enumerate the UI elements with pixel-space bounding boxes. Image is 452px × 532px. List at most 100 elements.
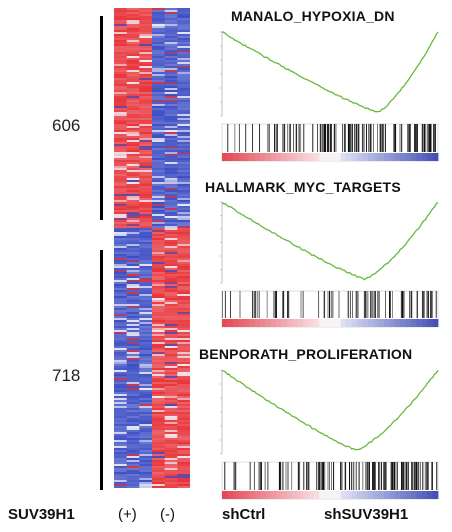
heatmap-cell xyxy=(177,476,190,478)
heatmap-cell xyxy=(126,348,140,350)
heatmap-cell xyxy=(164,208,178,210)
heatmap-cell xyxy=(114,342,127,344)
heatmap-cell xyxy=(164,470,178,472)
heatmap-cell xyxy=(114,446,127,448)
heatmap-cell xyxy=(139,152,153,154)
heatmap-cell xyxy=(152,238,165,240)
heatmap-cell xyxy=(164,100,178,102)
heatmap-cell xyxy=(164,222,178,224)
ranking-gradient-segment xyxy=(227,319,234,327)
ranking-gradient-segment xyxy=(324,319,331,327)
heatmap-cell xyxy=(177,272,190,274)
heatmap-cell xyxy=(177,238,190,240)
heatmap-cell xyxy=(126,342,140,344)
heatmap-cell xyxy=(139,284,153,286)
heatmap-cell xyxy=(152,38,165,40)
heatmap-cell xyxy=(152,400,165,402)
heatmap-cell xyxy=(114,64,127,66)
heatmap-cell xyxy=(126,296,140,298)
heatmap-cell xyxy=(152,334,165,336)
ranking-gradient-segment xyxy=(324,153,331,161)
heatmap-cell xyxy=(139,70,153,72)
heatmap-cell xyxy=(114,74,127,76)
heatmap-cell xyxy=(114,288,127,290)
enrichment-curve xyxy=(221,201,439,281)
heatmap-cell xyxy=(114,66,127,68)
ranking-gradient-segment xyxy=(421,319,428,327)
heatmap-cell xyxy=(177,306,190,308)
heatmap-cell xyxy=(139,178,153,180)
heatmap-cell xyxy=(139,428,153,430)
heatmap-cell xyxy=(152,56,165,58)
heatmap-cell xyxy=(126,264,140,266)
heatmap-cell xyxy=(164,220,178,222)
heatmap-cell xyxy=(152,414,165,416)
heatmap-cell xyxy=(177,244,190,246)
heatmap-cell xyxy=(126,114,140,116)
heatmap-cell xyxy=(164,122,178,124)
heatmap-cell xyxy=(177,386,190,388)
heatmap-cell xyxy=(164,32,178,34)
heatmap-cell xyxy=(114,418,127,420)
heatmap-cell xyxy=(152,154,165,156)
heatmap-cell xyxy=(177,128,190,130)
heatmap-cell xyxy=(177,188,190,190)
heatmap-cell xyxy=(126,482,140,484)
heatmap-cell xyxy=(164,236,178,238)
heatmap-cell xyxy=(177,78,190,80)
heatmap-cell xyxy=(164,482,178,484)
ranking-gradient-segment xyxy=(238,491,244,499)
heatmap-cell xyxy=(177,204,190,206)
heatmap-cell xyxy=(139,412,153,414)
heatmap-cell xyxy=(114,324,127,326)
heatmap-cell xyxy=(139,160,153,162)
heatmap-cell xyxy=(126,112,140,114)
heatmap-cell xyxy=(114,366,127,368)
heatmap-cell xyxy=(152,226,165,228)
heatmap-cell xyxy=(164,58,178,60)
heatmap-cell xyxy=(139,112,153,114)
heatmap-cell xyxy=(177,102,190,104)
heatmap-cell xyxy=(126,210,140,212)
heatmap-cell xyxy=(177,54,190,56)
heatmap-cell xyxy=(114,332,127,334)
heatmap-cell xyxy=(152,464,165,466)
heatmap-cell xyxy=(114,382,127,384)
ranking-gradient-segment xyxy=(357,491,363,499)
heatmap-cell xyxy=(177,330,190,332)
heatmap-cell xyxy=(177,246,190,248)
heatmap-cell xyxy=(164,148,178,150)
heatmap-cell xyxy=(152,188,165,190)
heatmap-cell xyxy=(139,30,153,32)
heatmap-cell xyxy=(126,478,140,480)
heatmap-cell xyxy=(164,174,178,176)
heatmap-cell xyxy=(114,248,127,250)
heatmap-cell xyxy=(139,414,153,416)
heatmap-cell xyxy=(152,436,165,438)
heatmap-cell xyxy=(139,116,153,118)
ranking-gradient-segment xyxy=(346,491,352,499)
heatmap-cell xyxy=(126,450,140,452)
heatmap-cell xyxy=(152,160,165,162)
heatmap-cell xyxy=(177,58,190,60)
ranking-gradient-segment xyxy=(340,491,347,499)
heatmap-cell xyxy=(164,158,178,160)
heatmap-cell xyxy=(114,34,127,36)
ranking-gradient-segment xyxy=(411,319,417,327)
heatmap-cell xyxy=(152,28,165,30)
ranking-gradient-segment xyxy=(432,319,439,327)
heatmap-cell xyxy=(126,202,140,204)
heatmap-cell xyxy=(164,394,178,396)
heatmap-cell xyxy=(152,376,165,378)
heatmap-cell xyxy=(139,424,153,426)
ranking-gradient-segment xyxy=(232,153,239,161)
heatmap-cell xyxy=(114,78,127,80)
heatmap-cell xyxy=(126,464,140,466)
heatmap-cell xyxy=(126,388,140,390)
heatmap-cell xyxy=(139,484,153,486)
heatmap-cell xyxy=(139,442,153,444)
heatmap-cell xyxy=(152,212,165,214)
ranking-gradient-segment xyxy=(400,153,406,161)
heatmap-cell xyxy=(126,480,140,482)
heatmap-cell xyxy=(177,378,190,380)
